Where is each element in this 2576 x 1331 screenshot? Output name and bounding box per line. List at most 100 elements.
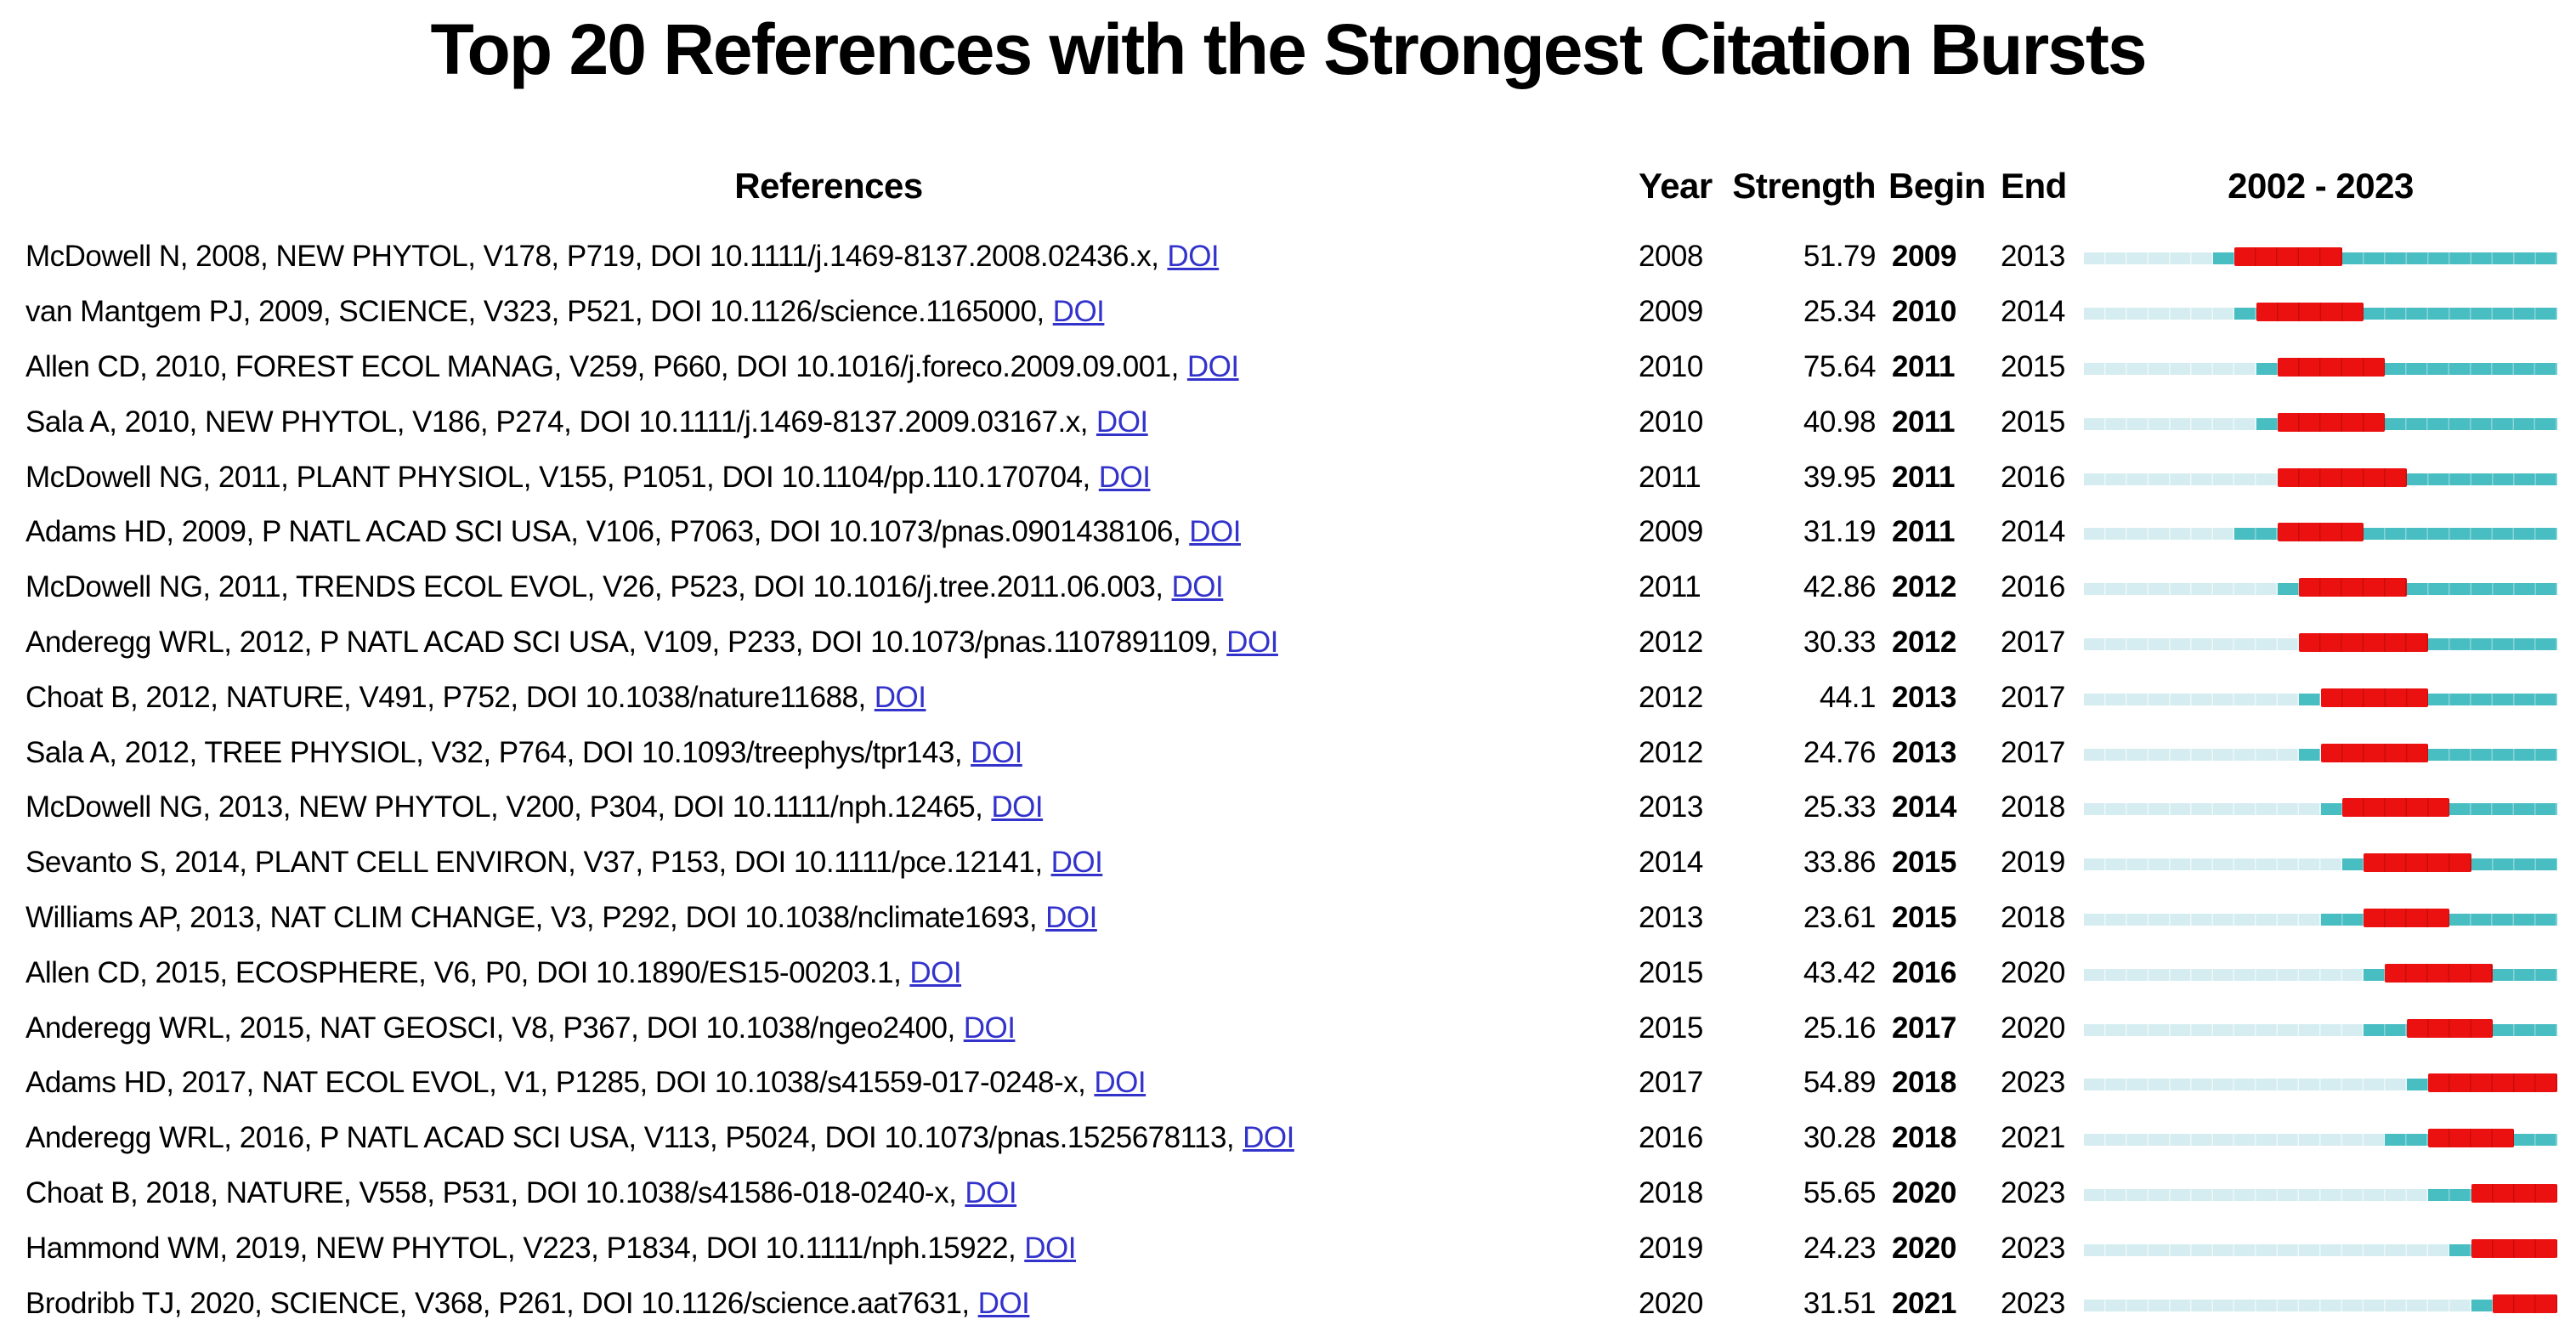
segment-active-before-burst — [2364, 1023, 2407, 1036]
burst-timeline-cell — [2084, 1221, 2557, 1276]
segment-burst — [2406, 1018, 2494, 1038]
segment-active-before-burst — [2341, 858, 2364, 871]
begin-cell: 2011 — [1892, 349, 1955, 383]
segment-active-after-burst — [2428, 637, 2557, 650]
doi-link[interactable]: DOI — [1171, 570, 1224, 604]
segment-pre-publication — [2084, 308, 2235, 320]
burst-timeline-cell — [2084, 1111, 2557, 1166]
burst-timeline — [2084, 578, 2557, 598]
doi-link[interactable]: DOI — [1096, 405, 1148, 439]
doi-link[interactable]: DOI — [963, 1011, 1016, 1045]
segment-burst — [2493, 1294, 2557, 1313]
segment-burst — [2234, 247, 2342, 267]
reference-text: Brodribb TJ, 2020, SCIENCE, V368, P261, … — [25, 1286, 970, 1320]
table-row: van Mantgem PJ, 2009, SCIENCE, V323, P52… — [0, 285, 2576, 340]
burst-timeline — [2084, 963, 2557, 983]
end-cell: 2016 — [2001, 570, 2065, 604]
burst-timeline — [2084, 1183, 2557, 1203]
burst-timeline — [2084, 412, 2557, 432]
doi-link[interactable]: DOI — [965, 1175, 1017, 1209]
begin-cell: 2012 — [1892, 570, 1956, 604]
burst-timeline — [2084, 523, 2557, 542]
segment-active-before-burst — [2320, 913, 2364, 926]
begin-cell: 2010 — [1892, 295, 1956, 329]
doi-link[interactable]: DOI — [971, 735, 1022, 769]
doi-link[interactable]: DOI — [1189, 515, 1241, 549]
segment-burst — [2428, 1073, 2557, 1093]
burst-timeline — [2084, 357, 2557, 377]
doi-link[interactable]: DOI — [1243, 1121, 1294, 1155]
end-cell: 2018 — [2001, 790, 2065, 824]
segment-active-before-burst — [2299, 693, 2321, 705]
burst-timeline-cell — [2084, 505, 2557, 560]
table-row: Hammond WM, 2019, NEW PHYTOL, V223, P183… — [0, 1221, 2576, 1276]
reference-text: McDowell N, 2008, NEW PHYTOL, V178, P719… — [25, 240, 1159, 274]
year-cell: 2008 — [1639, 240, 1703, 274]
doi-link[interactable]: DOI — [991, 790, 1044, 824]
strength-cell: 39.95 — [1803, 460, 1877, 494]
doi-link[interactable]: DOI — [1094, 1066, 1146, 1100]
doi-link[interactable]: DOI — [1052, 295, 1105, 329]
segment-pre-publication — [2084, 362, 2256, 375]
burst-timeline — [2084, 798, 2557, 818]
end-cell: 2017 — [2001, 680, 2065, 714]
doi-link[interactable]: DOI — [1098, 460, 1151, 494]
table-row: McDowell NG, 2011, PLANT PHYSIOL, V155, … — [0, 450, 2576, 505]
segment-active-before-burst — [2277, 583, 2300, 596]
burst-timeline — [2084, 908, 2557, 927]
begin-cell: 2021 — [1892, 1286, 1956, 1320]
reference-text: Adams HD, 2017, NAT ECOL EVOL, V1, P1285… — [25, 1066, 1086, 1100]
reference-text: Sevanto S, 2014, PLANT CELL ENVIRON, V37… — [25, 846, 1043, 880]
begin-cell: 2016 — [1892, 955, 1956, 989]
strength-cell: 31.19 — [1803, 515, 1877, 549]
burst-timeline-cell — [2084, 560, 2557, 615]
begin-cell: 2013 — [1892, 680, 1956, 714]
segment-pre-publication — [2084, 858, 2342, 871]
doi-link[interactable]: DOI — [1186, 349, 1239, 383]
doi-link[interactable]: DOI — [874, 680, 926, 714]
doi-link[interactable]: DOI — [1024, 1231, 1076, 1265]
doi-link[interactable]: DOI — [977, 1286, 1030, 1320]
reference-cell: McDowell NG, 2011, PLANT PHYSIOL, V155, … — [25, 450, 1151, 505]
burst-timeline-cell — [2084, 394, 2557, 450]
begin-cell: 2011 — [1892, 460, 1955, 494]
doi-link[interactable]: DOI — [1226, 625, 1278, 659]
segment-active-after-burst — [2406, 473, 2557, 485]
reference-cell: Choat B, 2012, NATURE, V491, P752, DOI 1… — [25, 670, 926, 725]
table-row: Anderegg WRL, 2015, NAT GEOSCI, V8, P367… — [0, 1000, 2576, 1056]
end-cell: 2023 — [2001, 1286, 2065, 1320]
year-cell: 2012 — [1639, 680, 1703, 714]
begin-cell: 2012 — [1892, 625, 1956, 659]
begin-cell: 2018 — [1892, 1121, 1956, 1155]
page-title: Top 20 References with the Strongest Cit… — [430, 9, 2147, 89]
doi-link[interactable]: DOI — [909, 955, 962, 989]
segment-active-after-burst — [2449, 803, 2557, 816]
burst-timeline-cell — [2084, 229, 2557, 285]
doi-link[interactable]: DOI — [1045, 900, 1097, 934]
burst-timeline — [2084, 247, 2557, 267]
segment-active-after-burst — [2493, 968, 2557, 981]
segment-pre-publication — [2084, 1023, 2364, 1036]
reference-text: van Mantgem PJ, 2009, SCIENCE, V323, P52… — [25, 295, 1045, 329]
begin-cell: 2009 — [1892, 240, 1956, 274]
burst-timeline-cell — [2084, 340, 2557, 395]
strength-cell: 51.79 — [1803, 240, 1877, 274]
table-row: Choat B, 2012, NATURE, V491, P752, DOI 1… — [0, 670, 2576, 725]
burst-timeline-cell — [2084, 1276, 2557, 1331]
segment-pre-publication — [2084, 252, 2213, 265]
table-row: Williams AP, 2013, NAT CLIM CHANGE, V3, … — [0, 891, 2576, 946]
reference-text: Choat B, 2018, NATURE, V558, P531, DOI 1… — [25, 1175, 957, 1209]
burst-timeline-cell — [2084, 945, 2557, 1000]
column-header-begin: Begin — [1888, 166, 1986, 206]
segment-active-after-burst — [2341, 252, 2557, 265]
year-cell: 2016 — [1639, 1121, 1703, 1155]
segment-burst — [2320, 688, 2429, 707]
segment-burst — [2299, 578, 2407, 598]
table-row: Anderegg WRL, 2012, P NATL ACAD SCI USA,… — [0, 615, 2576, 671]
end-cell: 2018 — [2001, 900, 2065, 934]
doi-link[interactable]: DOI — [1167, 240, 1220, 274]
segment-active-before-burst — [2234, 308, 2256, 320]
doi-link[interactable]: DOI — [1050, 846, 1103, 880]
end-cell: 2020 — [2001, 955, 2065, 989]
reference-text: Anderegg WRL, 2016, P NATL ACAD SCI USA,… — [25, 1121, 1235, 1155]
